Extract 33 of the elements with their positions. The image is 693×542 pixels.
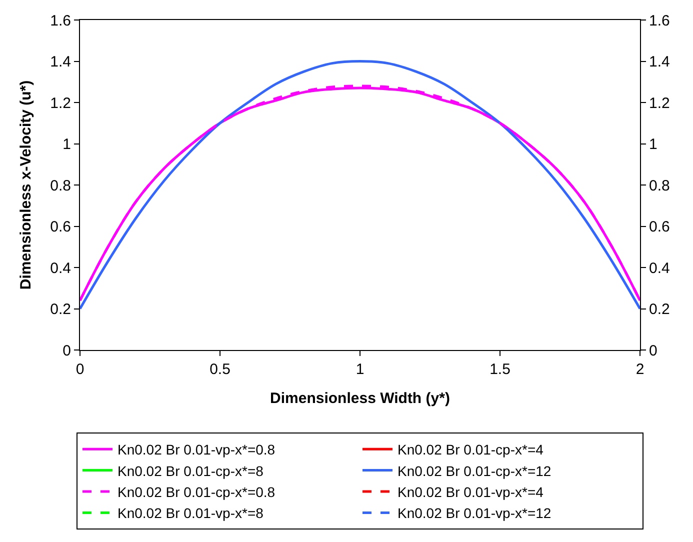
legend-label: Kn0.02 Br 0.01-cp-x*=4 <box>398 442 544 458</box>
y2-tick-label: 0 <box>649 342 658 360</box>
y2-tick-label: 0.6 <box>649 218 670 236</box>
x-tick-label: 0 <box>76 361 84 378</box>
y2-tick-label: 0.2 <box>649 301 670 318</box>
y-tick-label: 1.2 <box>50 94 71 112</box>
y-tick-label: 0.2 <box>50 301 71 318</box>
y2-tick-label: 1 <box>649 136 658 153</box>
y-tick-label: 1.4 <box>50 54 71 70</box>
y-axis-title: Dimensionless x-Velocity (u*) <box>17 80 34 290</box>
y-tick-label: 1.6 <box>50 12 71 30</box>
y2-tick-label: 1.6 <box>649 12 670 30</box>
y2-tick-label: 1.2 <box>649 94 670 112</box>
y-tick-label: 0 <box>62 342 71 360</box>
legend-label: Kn0.02 Br 0.01-vp-x*=8 <box>118 505 264 522</box>
y2-tick-label: 0.4 <box>649 260 670 277</box>
x-tick-label: 1.5 <box>490 361 510 378</box>
legend-label: Kn0.02 Br 0.01-vp-x*=12 <box>398 505 552 522</box>
y-tick-label: 1 <box>62 136 71 153</box>
x-tick-label: 2 <box>636 361 644 378</box>
x-tick-label: 0.5 <box>210 361 230 378</box>
legend-label: Kn0.02 Br 0.01-vp-x*=4 <box>398 484 544 500</box>
x-axis-title: Dimensionless Width (y*) <box>270 390 450 407</box>
y2-tick-label: 0.8 <box>649 177 670 194</box>
y-tick-label: 0.4 <box>50 260 71 277</box>
y-tick-label: 0.8 <box>50 177 71 194</box>
legend-label: Kn0.02 Br 0.01-cp-x*=0.8 <box>118 484 276 500</box>
y2-tick-label: 1.4 <box>649 54 670 70</box>
x-tick-label: 1 <box>356 361 364 378</box>
legend-label: Kn0.02 Br 0.01-cp-x*=8 <box>118 462 264 479</box>
y-tick-label: 0.6 <box>50 218 71 236</box>
legend-label: Kn0.02 Br 0.01-vp-x*=0.8 <box>118 442 276 458</box>
legend-label: Kn0.02 Br 0.01-cp-x*=12 <box>398 462 552 479</box>
